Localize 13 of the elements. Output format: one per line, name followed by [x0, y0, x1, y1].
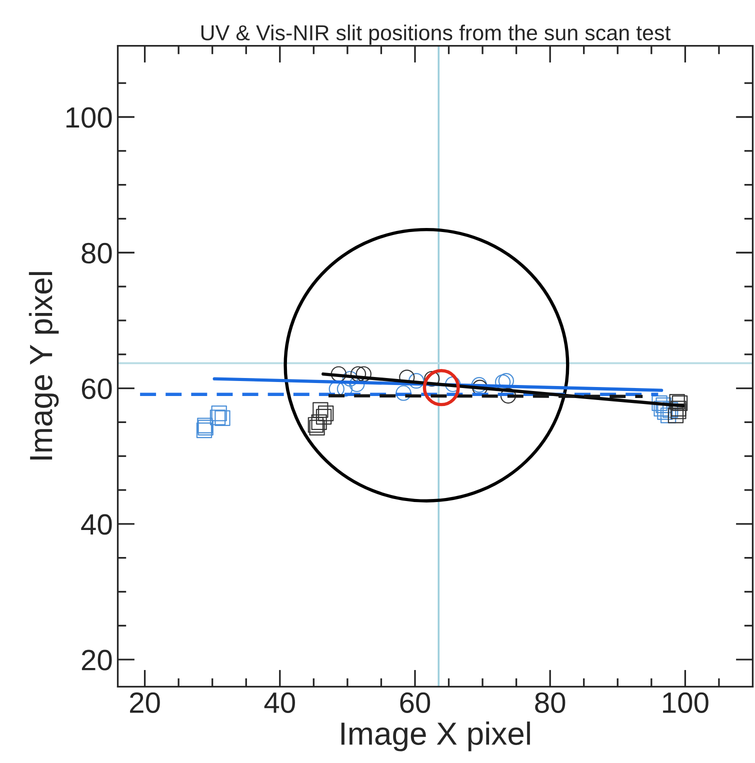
y-tick-label: 80 — [82, 242, 112, 264]
x-tick-label: 80 — [535, 692, 566, 713]
y-tick-label: 60 — [82, 378, 112, 400]
x-tick-label: 40 — [264, 692, 295, 713]
x-tick-label: 20 — [130, 692, 160, 713]
y-tick-label: 40 — [81, 514, 112, 535]
y-tick-label: 100 — [66, 107, 112, 128]
chart-title: UV & Vis-NIR slit positions from the sun scan test — [201, 24, 671, 45]
y-axis-title: Image Y pixel — [28, 272, 59, 460]
x-tick-label: 60 — [400, 692, 430, 713]
x-axis-title: Image X pixel — [341, 722, 530, 752]
x-tick-label: 100 — [663, 692, 708, 713]
y-tick-label: 20 — [82, 650, 112, 670]
